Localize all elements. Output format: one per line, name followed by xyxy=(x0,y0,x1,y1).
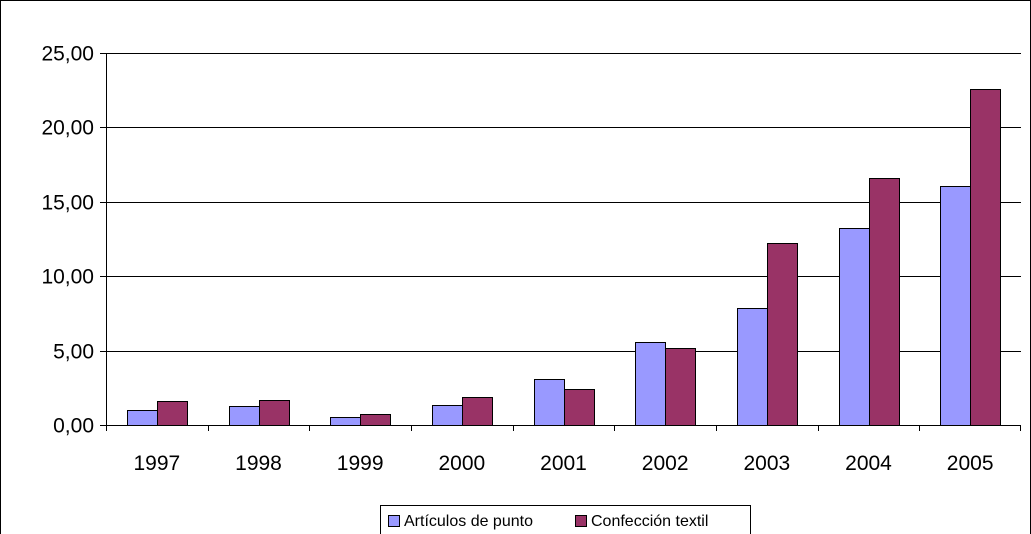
x-tick-label: 1999 xyxy=(337,452,384,475)
legend-box xyxy=(380,505,751,534)
bar-articulos-de-punto-1997 xyxy=(127,410,158,426)
x-tick-label: 2004 xyxy=(845,452,892,475)
legend-item-articulos-de-punto: Artículos de punto xyxy=(404,513,533,530)
y-tick-label: 0,00 xyxy=(53,415,94,438)
bar-articulos-de-punto-1998 xyxy=(229,406,260,426)
x-tick-label: 2002 xyxy=(642,452,689,475)
x-tick-label: 1998 xyxy=(235,452,282,475)
bar-confeccion-textil-2004 xyxy=(869,178,900,426)
x-tick-label: 1997 xyxy=(133,452,180,475)
y-tick-label: 5,00 xyxy=(53,341,94,364)
x-tick-label: 2001 xyxy=(540,452,587,475)
legend-swatch xyxy=(388,515,400,527)
bar-confeccion-textil-1997 xyxy=(157,401,188,426)
bar-articulos-de-punto-2005 xyxy=(940,186,971,426)
bar-articulos-de-punto-2003 xyxy=(737,308,768,426)
bar-confeccion-textil-2001 xyxy=(564,389,595,426)
x-tick-label: 2000 xyxy=(438,452,485,475)
bar-confeccion-textil-2002 xyxy=(665,348,696,426)
x-tick-label: 2005 xyxy=(947,452,994,475)
legend-item-confeccion-textil: Confección textil xyxy=(591,513,708,530)
y-tick-label: 10,00 xyxy=(41,266,94,289)
bar-articulos-de-punto-2002 xyxy=(635,342,666,426)
y-tick-label: 20,00 xyxy=(41,117,94,140)
bar-confeccion-textil-2000 xyxy=(462,397,493,426)
bar-articulos-de-punto-2004 xyxy=(839,228,870,426)
bar-confeccion-textil-1999 xyxy=(360,414,391,426)
x-tick-label: 2003 xyxy=(743,452,790,475)
y-tick-label: 15,00 xyxy=(41,192,94,215)
bar-articulos-de-punto-2001 xyxy=(534,379,565,426)
legend-swatch xyxy=(575,515,587,527)
y-tick-label: 25,00 xyxy=(41,43,94,66)
bar-confeccion-textil-1998 xyxy=(259,400,290,426)
bar-articulos-de-punto-1999 xyxy=(330,417,361,426)
bar-articulos-de-punto-2000 xyxy=(432,405,463,426)
bar-confeccion-textil-2005 xyxy=(970,89,1001,426)
bar-confeccion-textil-2003 xyxy=(767,243,798,426)
